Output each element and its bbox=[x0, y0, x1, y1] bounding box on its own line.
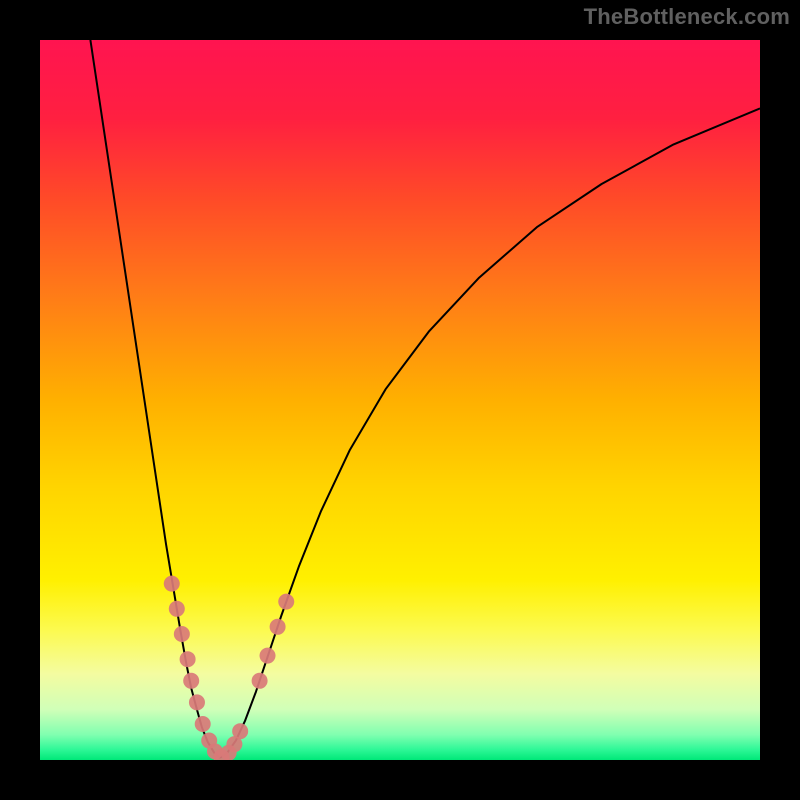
curves-layer bbox=[40, 40, 760, 760]
marker-point bbox=[260, 648, 276, 664]
bottleneck-curve bbox=[90, 40, 760, 758]
marker-point bbox=[252, 673, 268, 689]
marker-point bbox=[174, 626, 190, 642]
marker-point bbox=[189, 694, 205, 710]
chart-frame: TheBottleneck.com bbox=[0, 0, 800, 800]
marker-point bbox=[232, 723, 248, 739]
marker-point bbox=[169, 601, 185, 617]
plot-area bbox=[40, 40, 760, 760]
watermark-text: TheBottleneck.com bbox=[584, 4, 790, 30]
curve-left_branch bbox=[90, 40, 220, 758]
curve-right_branch bbox=[220, 108, 760, 757]
marker-point bbox=[278, 594, 294, 610]
marker-point bbox=[180, 651, 196, 667]
data-markers bbox=[164, 576, 294, 760]
marker-point bbox=[195, 716, 211, 732]
marker-point bbox=[183, 673, 199, 689]
marker-point bbox=[270, 619, 286, 635]
marker-point bbox=[164, 576, 180, 592]
